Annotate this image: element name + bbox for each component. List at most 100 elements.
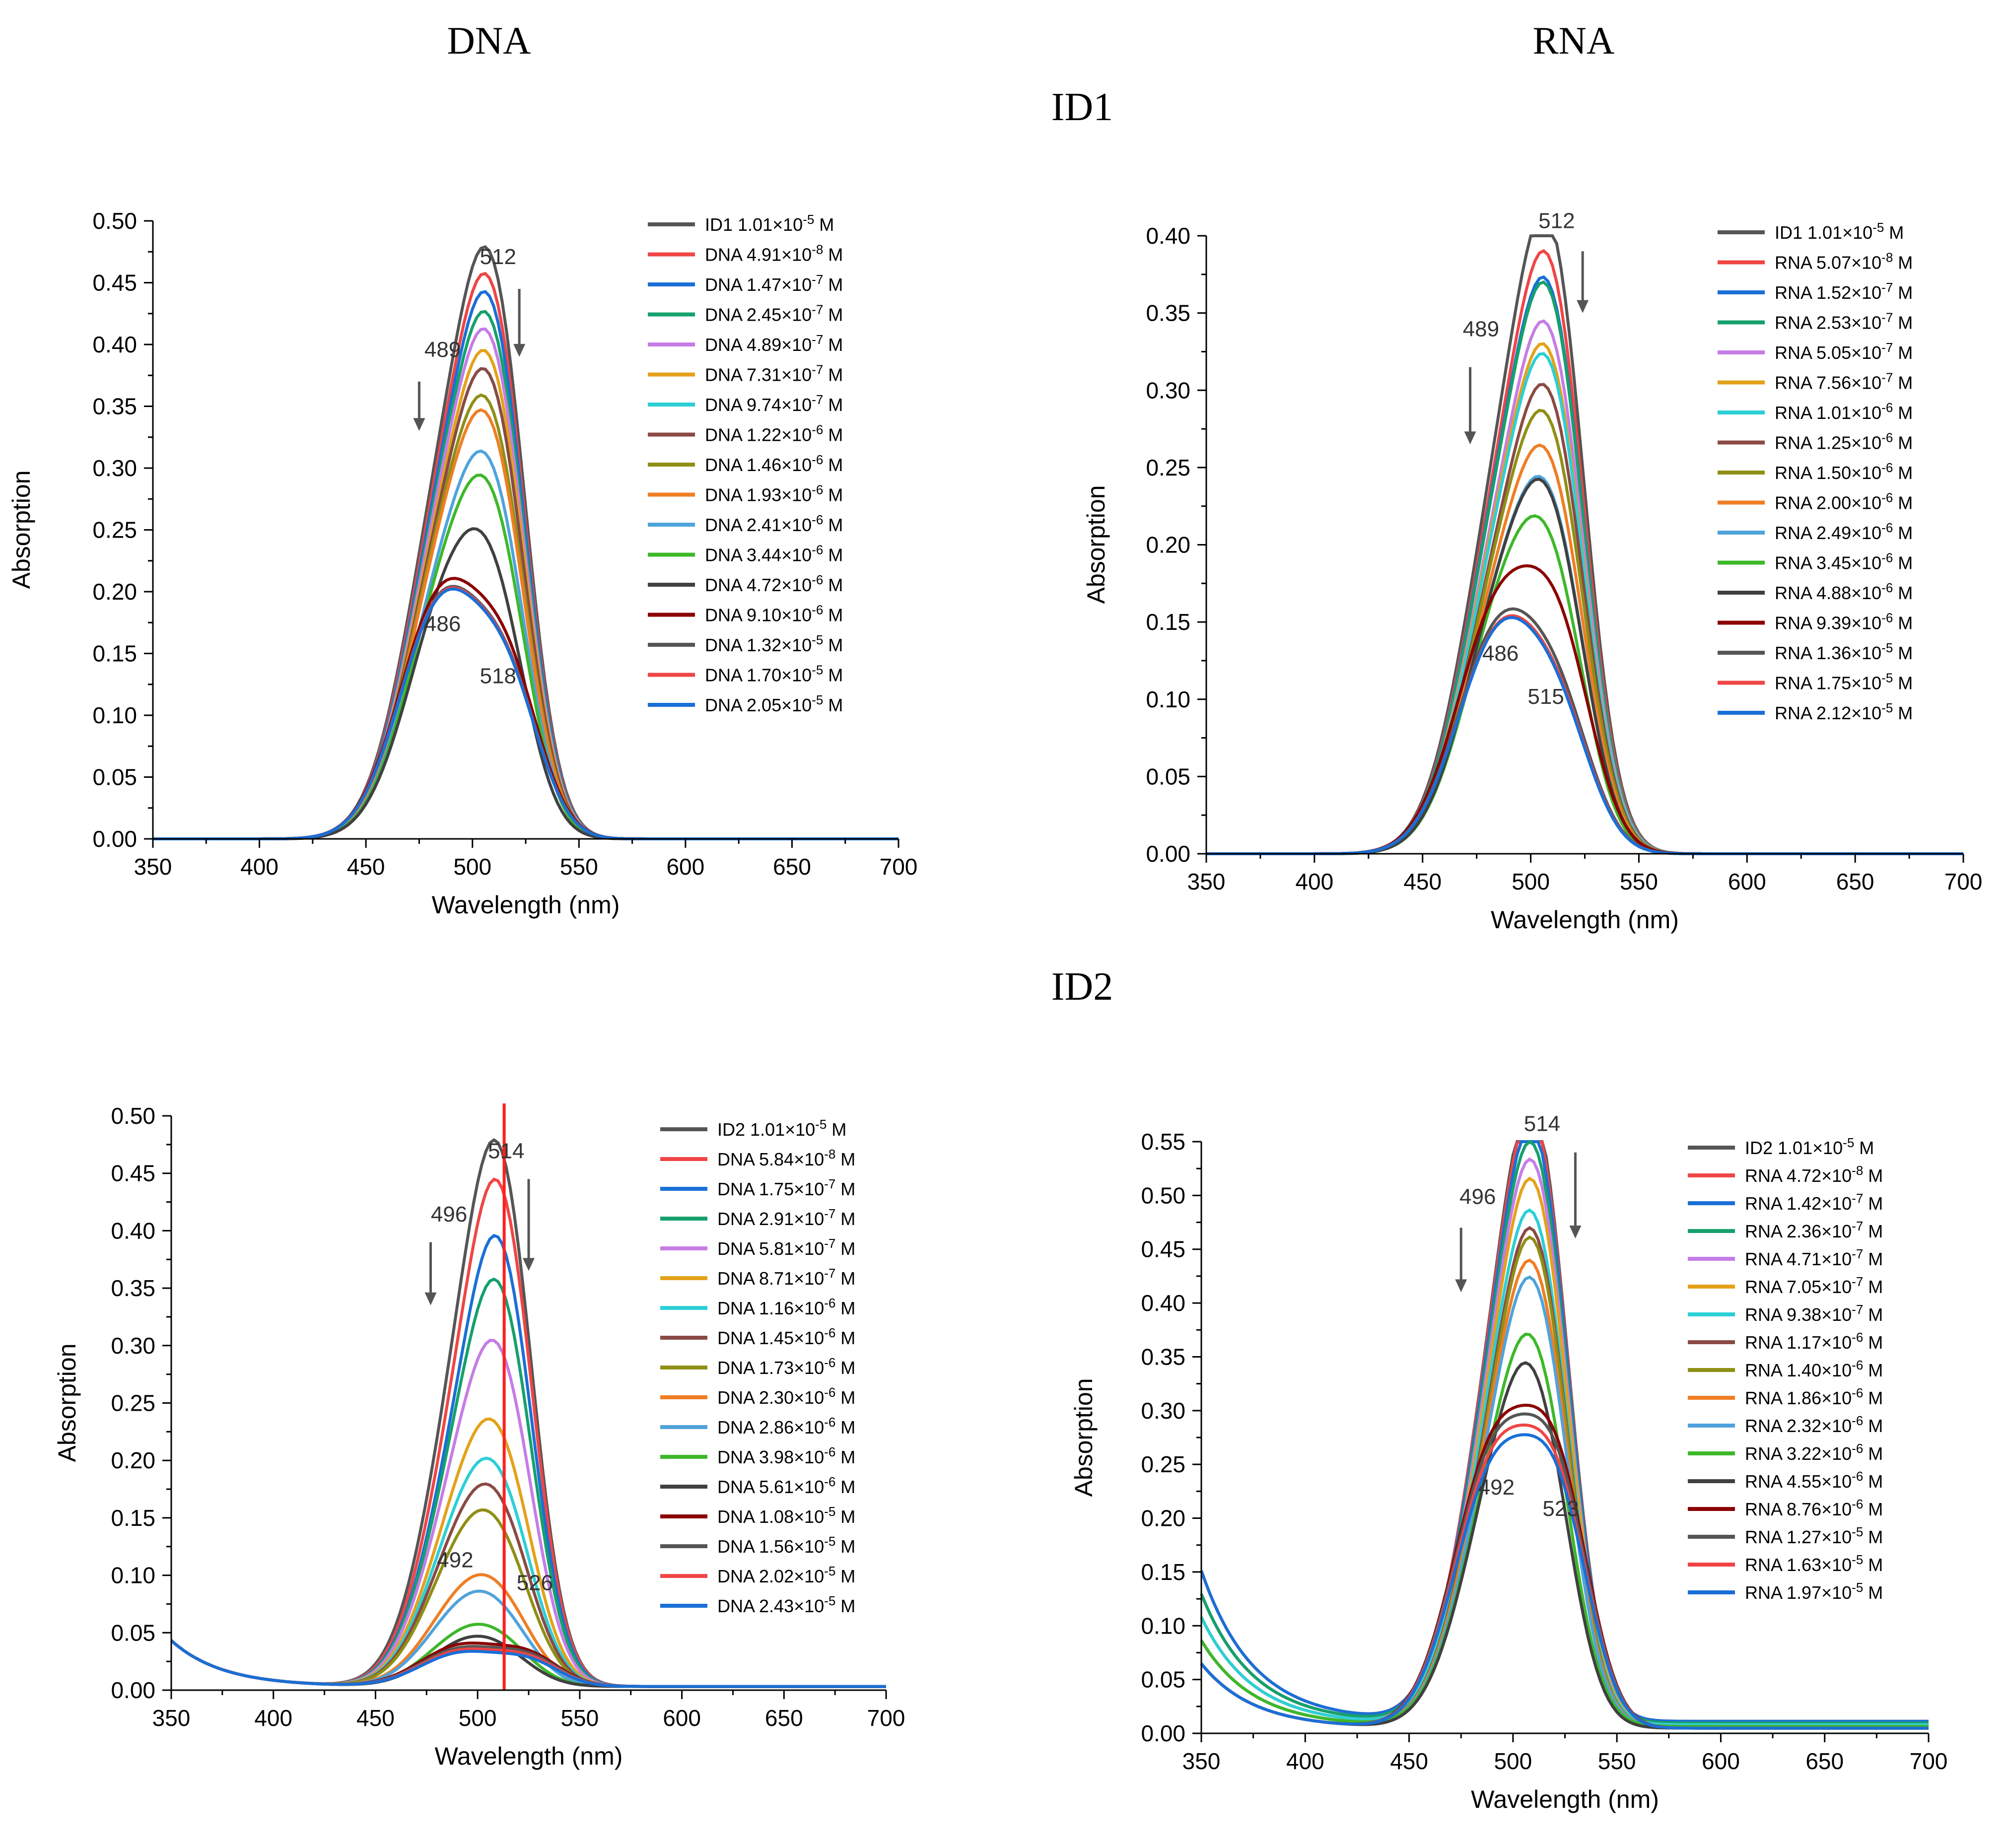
peak-label: 496 (431, 1202, 467, 1227)
x-tick-label: 700 (880, 854, 918, 880)
x-tick-label: 650 (1805, 1748, 1844, 1774)
column-header-rna: RNA (1533, 19, 1615, 62)
legend-entry: RNA 1.27×10-5 M (1745, 1524, 1883, 1547)
legend-entry: DNA 1.32×10-5 M (705, 632, 843, 655)
y-tick-label: 0.05 (111, 1620, 155, 1645)
x-axis-label: Wavelength (nm) (1491, 906, 1679, 934)
series-line (1200, 1433, 1929, 1730)
legend-entry: DNA 7.31×10-7 M (705, 362, 843, 385)
y-tick-label: 0.40 (1141, 1290, 1185, 1316)
x-tick-label: 600 (666, 854, 704, 880)
legend-entry: DNA 3.44×10-6 M (705, 543, 843, 565)
column-header-dna: DNA (447, 19, 531, 62)
legend-entry: ID1 1.01×10-5 M (1775, 220, 1904, 243)
x-tick-label: 650 (1836, 869, 1874, 894)
peak-label: 514 (1524, 1111, 1560, 1136)
y-tick-label: 0.20 (1141, 1506, 1185, 1531)
series-group (1200, 1140, 1929, 1730)
peak-label: 492 (1478, 1475, 1515, 1500)
y-tick-label: 0.00 (92, 826, 137, 852)
y-tick-label: 0.20 (111, 1447, 155, 1473)
y-axis-label: Absorption (1070, 1378, 1098, 1497)
legend-entry: DNA 2.43×10-5 M (717, 1593, 855, 1616)
y-tick-label: 0.15 (92, 641, 137, 667)
legend-entry: DNA 9.10×10-6 M (705, 603, 843, 625)
x-tick-label: 550 (1620, 869, 1658, 894)
y-tick-label: 0.30 (111, 1333, 155, 1359)
legend-entry: RNA 2.49×10-6 M (1775, 520, 1913, 543)
y-tick-label: 0.05 (92, 764, 137, 790)
y-tick-label: 0.05 (1146, 763, 1190, 789)
legend-entry: DNA 2.02×10-5 M (717, 1564, 855, 1586)
y-tick-label: 0.15 (1141, 1559, 1185, 1585)
y-tick-label: 0.00 (1141, 1720, 1185, 1746)
legend-entry: RNA 1.75×10-5 M (1775, 671, 1913, 693)
x-tick-label: 400 (1286, 1748, 1324, 1774)
y-tick-label: 0.45 (111, 1161, 155, 1186)
legend-entry: RNA 2.36×10-7 M (1745, 1219, 1883, 1241)
legend-entry: RNA 1.42×10-7 M (1745, 1191, 1883, 1214)
x-tick-label: 350 (134, 854, 172, 880)
y-tick-label: 0.35 (1146, 300, 1190, 326)
peak-label: 489 (424, 338, 461, 362)
y-tick-label: 0.50 (111, 1103, 155, 1129)
row-header-id1: ID1 (1051, 85, 1113, 129)
x-tick-label: 450 (1403, 869, 1442, 894)
legend-entry: DNA 2.05×10-5 M (705, 692, 843, 715)
legend-entry: RNA 1.17×10-6 M (1745, 1330, 1883, 1353)
legend-entry: RNA 3.22×10-6 M (1745, 1441, 1883, 1464)
trend-arrow-head (424, 1292, 437, 1305)
legend: ID2 1.01×10-5 M DNA 5.84×10-8 M DNA 1.75×1… (660, 1117, 855, 1616)
y-tick-label: 0.55 (1141, 1129, 1185, 1155)
x-tick-label: 600 (1728, 869, 1766, 894)
legend-entry: DNA 4.89×10-7 M (705, 332, 843, 355)
y-tick-label: 0.45 (92, 270, 137, 296)
y-tick-label: 0.00 (1146, 841, 1190, 867)
legend-entry: ID2 1.01×10-5 M (717, 1117, 846, 1140)
legend-entry: DNA 2.91×10-7 M (717, 1206, 855, 1229)
legend-entry: DNA 5.84×10-8 M (717, 1147, 855, 1169)
trend-arrow-head (1464, 431, 1476, 445)
y-tick-label: 0.25 (111, 1390, 155, 1416)
legend-entry: RNA 4.55×10-6 M (1745, 1469, 1883, 1492)
peak-label: 515 (1527, 684, 1564, 709)
y-tick-label: 0.35 (92, 394, 137, 419)
legend-entry: DNA 5.61×10-6 M (717, 1474, 855, 1497)
peak-label: 489 (1463, 317, 1499, 341)
x-tick-label: 450 (1390, 1748, 1428, 1774)
legend-entry: RNA 2.00×10-6 M (1775, 490, 1913, 513)
y-tick-label: 0.25 (1146, 455, 1190, 480)
x-tick-label: 400 (240, 854, 278, 880)
x-tick-label: 350 (1182, 1748, 1221, 1774)
trend-arrow-head (513, 343, 526, 357)
x-tick-label: 700 (1944, 869, 1983, 894)
legend-entry: RNA 3.45×10-6 M (1775, 550, 1913, 573)
y-tick-label: 0.35 (1141, 1344, 1185, 1369)
legend-entry: RNA 4.72×10-8 M (1745, 1163, 1883, 1186)
x-tick-label: 350 (1187, 869, 1226, 894)
peak-label: 512 (480, 245, 516, 269)
peak-label: 492 (437, 1548, 473, 1572)
y-tick-label: 0.15 (111, 1505, 155, 1531)
y-axis-label: Absorption (1082, 485, 1110, 604)
legend: ID1 1.01×10-5 M RNA 5.07×10-8 M RNA 1.52×1… (1718, 220, 1913, 723)
legend: ID2 1.01×10-5 M RNA 4.72×10-8 M RNA 1.42×1… (1688, 1135, 1883, 1603)
legend-entry: RNA 4.71×10-7 M (1745, 1246, 1883, 1269)
y-tick-label: 0.45 (1141, 1236, 1185, 1262)
legend-entry: DNA 1.75×10-7 M (717, 1176, 855, 1199)
x-tick-label: 450 (347, 854, 385, 880)
legend-entry: DNA 2.30×10-6 M (717, 1385, 855, 1408)
y-tick-label: 0.10 (92, 702, 137, 728)
legend-entry: DNA 1.56×10-5 M (717, 1534, 855, 1557)
legend-entry: RNA 1.01×10-6 M (1775, 400, 1913, 423)
y-tick-label: 0.05 (1141, 1667, 1185, 1693)
peak-label: 496 (1459, 1185, 1496, 1209)
legend-entry: DNA 2.45×10-7 M (705, 302, 843, 325)
x-tick-label: 600 (663, 1705, 701, 1731)
x-tick-label: 600 (1702, 1748, 1740, 1774)
series-group (170, 1138, 886, 1688)
trend-arrow-head (413, 418, 425, 431)
legend-entry: DNA 1.16×10-6 M (717, 1296, 855, 1318)
x-tick-label: 500 (1512, 869, 1550, 894)
legend-entry: RNA 1.97×10-5 M (1745, 1580, 1883, 1603)
